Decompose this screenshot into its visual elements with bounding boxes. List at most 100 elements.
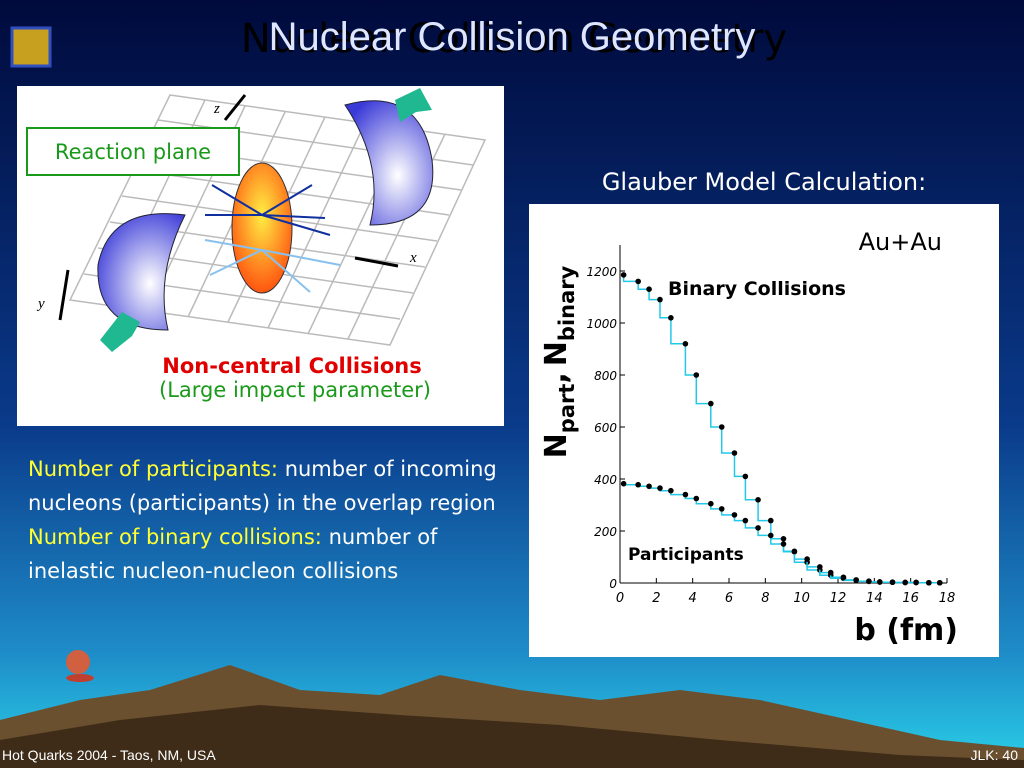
axis-label-y: y [36,296,45,312]
axis-label-z: z [213,101,220,117]
data-point [708,400,714,407]
data-point [767,532,774,539]
y-axis-title-part: binary [555,265,579,341]
definitions: Number of participants: number of incomi… [28,452,518,588]
data-point [840,574,847,581]
chart-title: Au+Au [859,228,942,256]
definition: Number of participants: number of incomi… [28,452,518,520]
arrow-right [395,88,432,122]
data-point [657,296,663,303]
diagram-caption: Non-central Collisions [162,354,421,378]
definition-text: number of incoming nucleons (participant… [28,457,497,515]
data-point [742,517,749,524]
series-label: Binary Collisions [668,278,846,300]
data-point [731,450,738,456]
x-tick-label: 10 [793,591,810,606]
slide-title: Nuclear Collision Geometry [269,15,756,59]
data-point [668,315,674,321]
definition-text: number of inelastic nucleon-nucleon coll… [28,525,438,583]
data-point [755,525,761,531]
mountains-front [0,705,1024,768]
y-tick-label: 0 [609,577,617,591]
x-tick-label: 12 [830,591,847,606]
data-point [827,569,834,576]
z-axis [223,94,247,121]
data-point [817,564,823,570]
emission-arrows [205,184,331,236]
y-axis [58,269,70,321]
y-axis-title-part: part [555,384,579,434]
y-tick-label: 800 [594,369,617,383]
data-point [780,541,787,547]
reaction-plane-box [26,127,240,176]
data-point [635,481,641,488]
collision-diagram: z x y Reaction plane Non-central Collisi… [17,86,504,426]
diagram-caption: (Large impact parameter) [159,378,431,402]
data-point [731,512,738,518]
footer-left: Hot Quarks 2004 - Taos, NM, USA [2,747,216,763]
data-point [657,485,663,491]
emission-arrows-light [204,239,341,293]
y-axis-title: Npart, Nbinary [539,265,579,458]
logo [10,26,52,68]
data-point [889,579,896,586]
overlap-region [231,162,293,294]
nucleus-left [97,213,186,331]
definition-term: Number of participants: [28,457,278,481]
data-point [668,487,674,494]
y-axis-title-part: N [539,433,574,458]
data-point [866,578,872,584]
data-point [902,579,909,586]
y-tick-label: 1000 [586,317,617,331]
y-tick-label: 1200 [586,265,617,279]
data-point [718,424,725,430]
axis-label-x: x [409,250,417,266]
y-tick-label: 200 [594,525,617,539]
title-shadow: Nuclear Collision Geometry [241,16,787,62]
x-tick-label: 0 [616,591,624,606]
data-point [620,480,627,487]
data-point [926,579,932,586]
data-point [742,473,749,480]
data-point [682,491,689,498]
data-point [876,579,883,585]
x-tick-label: 2 [652,591,660,606]
x-tick-label: 14 [866,591,883,606]
data-point [646,483,652,490]
data-point [936,579,943,586]
data-point [804,556,810,562]
y-axis-title-part: N [539,341,574,366]
series-label: Participants [628,545,744,565]
data-point [693,495,700,502]
x-axis [354,256,399,268]
x-tick-label: 16 [902,591,919,606]
data-point [791,548,798,555]
chart-panel [529,204,999,657]
data-point [620,272,627,278]
y-tick-label: 400 [594,473,617,487]
data-point [767,517,774,524]
reaction-plane-label: Reaction plane [55,140,211,164]
footer-right: JLK: 40 [971,747,1019,763]
data-point [780,536,787,542]
data-point [682,341,689,347]
definition-term: Number of binary collisions: [28,525,322,549]
chart-heading: Glauber Model Calculation: [602,168,926,196]
y-axis-title-part: , [539,372,574,383]
x-tick-label: 6 [725,591,733,606]
x-tick-label: 8 [761,591,769,606]
data-point [718,506,725,512]
data-point [708,500,714,507]
data-point [913,579,919,586]
data-point [853,577,859,583]
x-tick-label: 18 [939,591,956,606]
arrow-left [100,312,140,352]
data-point [693,372,700,378]
data-point [646,286,652,293]
x-axis-title: b (fm) [854,613,958,648]
x-tick-label: 4 [689,591,697,606]
y-tick-label: 600 [594,421,617,435]
data-point [635,278,641,285]
